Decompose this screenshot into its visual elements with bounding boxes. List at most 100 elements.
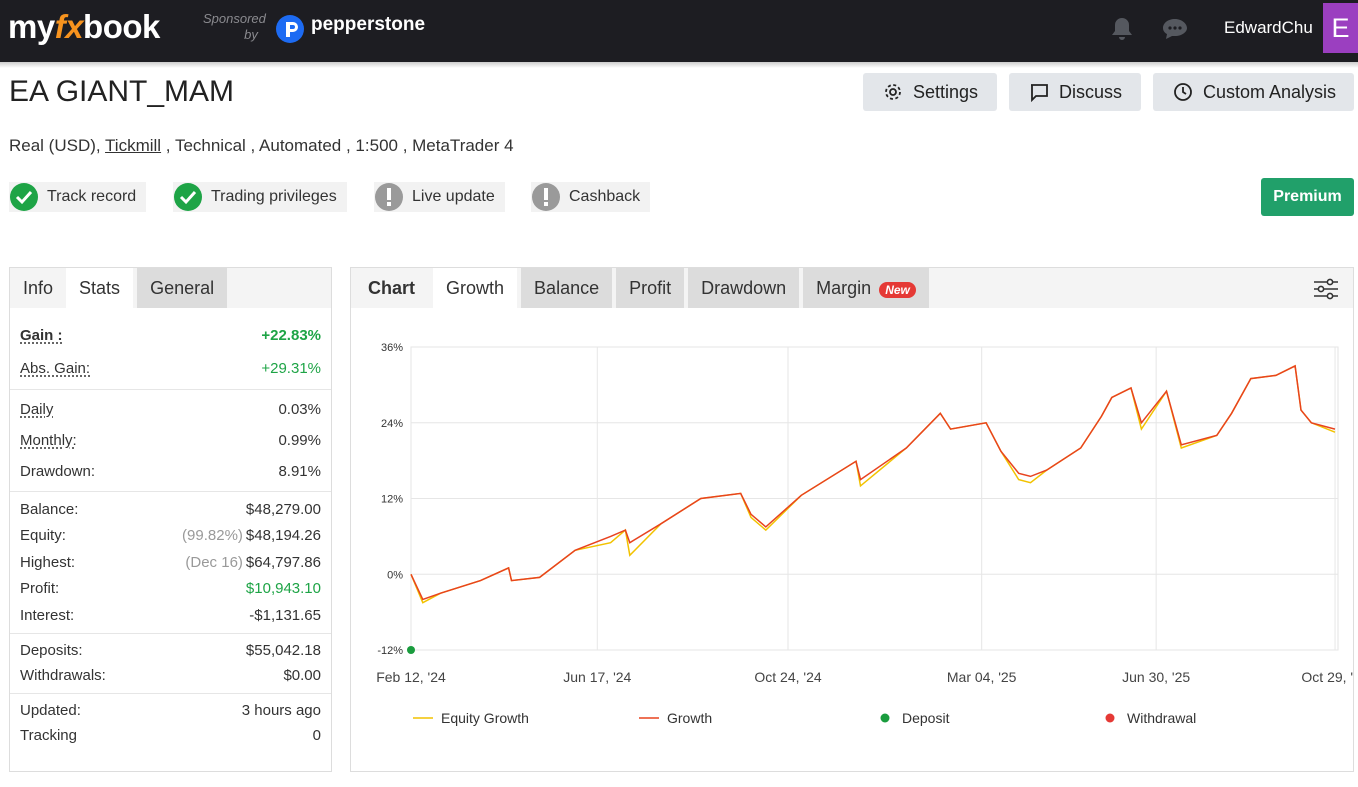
badge-label: Live update <box>412 188 495 205</box>
stats-group: Deposits: $55,042.18 Withdrawals: $0.00 <box>10 634 331 694</box>
stat-value-wrap: 0.99% <box>278 432 321 449</box>
stat-row: Balance: $48,279.00 <box>10 496 331 523</box>
detail-text: Real (USD), <box>9 136 106 155</box>
x-tick-label: Jun 30, '25 <box>1122 669 1190 685</box>
tab[interactable]: Margin New <box>803 268 929 308</box>
chart-settings-icon[interactable] <box>1313 278 1339 300</box>
status-badge: Track record <box>9 182 147 212</box>
logo-part: book <box>83 8 160 45</box>
stat-label: Equity: <box>20 527 66 545</box>
tab[interactable]: Info <box>23 278 54 298</box>
status-badge: Trading privileges <box>173 182 347 212</box>
status-badge: Cashback <box>531 182 651 212</box>
stat-row: Tracking 0 <box>10 723 331 749</box>
discuss-button[interactable]: Discuss <box>1009 73 1141 111</box>
stats-tabs: Info Stats General <box>10 268 331 308</box>
tab[interactable]: Balance <box>521 268 613 308</box>
stat-label: Balance: <box>20 500 79 518</box>
tab[interactable]: Stats <box>66 268 134 308</box>
stat-value: 0 <box>312 727 321 745</box>
stat-row: Monthly: 0.99% <box>10 425 331 456</box>
stats-group: Daily 0.03% Monthly: 0.99% Drawdown: 8.91% <box>10 390 331 492</box>
stat-row: Daily 0.03% <box>10 394 331 425</box>
username[interactable]: EdwardChu <box>1224 18 1313 37</box>
stat-label: Updated: <box>20 701 81 719</box>
stat-value: $0.00 <box>283 667 321 685</box>
settings-button[interactable]: Settings <box>863 73 997 111</box>
stat-value: 3 hours ago <box>241 701 321 719</box>
stat-value-wrap: -$1,131.65 <box>249 607 321 624</box>
tab-label: Margin <box>816 278 872 298</box>
stat-value-wrap: +22.83% <box>261 327 321 344</box>
legend-label: Deposit <box>902 710 950 726</box>
comment-icon <box>1031 84 1048 102</box>
stats-group: Updated: 3 hours ago Tracking 0 <box>10 694 331 753</box>
sponsored-text: Sponsored <box>203 11 266 26</box>
button-label: Settings <box>913 81 979 102</box>
stat-row: Abs. Gain: +29.31% <box>10 352 331 385</box>
tab[interactable]: Growth <box>433 268 518 308</box>
stat-label: Profit: <box>20 580 60 598</box>
badge-label: Trading privileges <box>211 188 337 205</box>
broker-link[interactable]: Tickmill <box>105 136 162 155</box>
tab[interactable]: Drawdown <box>688 268 800 308</box>
legend-swatch <box>880 713 890 723</box>
stat-row: Highest: (Dec 16) $64,797.86 <box>10 549 331 576</box>
stat-value-wrap: (99.82%) $48,194.26 <box>182 527 321 544</box>
y-tick-label: 0% <box>387 569 403 581</box>
premium-button[interactable]: Premium <box>1261 178 1354 216</box>
avatar[interactable]: E <box>1323 3 1358 53</box>
event-marker <box>407 646 415 654</box>
stat-value-wrap: $10,943.10 <box>246 580 321 597</box>
stat-note: (99.82%) <box>182 527 243 545</box>
stat-row: Profit: $10,943.10 <box>10 576 331 603</box>
chat-icon[interactable] <box>1162 17 1188 41</box>
stat-value: 0.03% <box>278 401 321 418</box>
stat-value: -$1,131.65 <box>249 606 321 624</box>
badge-label: Cashback <box>569 188 641 205</box>
stat-value: $64,797.86 <box>245 553 321 571</box>
stat-label: Drawdown: <box>20 463 96 480</box>
button-label: Custom Analysis <box>1203 81 1337 102</box>
stat-row: Updated: 3 hours ago <box>10 698 331 724</box>
top-bar: myfxbook Sponsored by pepperstone EdwardC… <box>0 0 1358 62</box>
stat-value-wrap: 8.91% <box>278 463 321 480</box>
gear-icon <box>885 84 901 100</box>
stat-value-wrap: (Dec 16) $64,797.86 <box>185 554 321 571</box>
new-badge: New <box>879 282 916 298</box>
chart-panel: Chart Growth Balance Profit Drawdown Mar… <box>350 267 1354 772</box>
warning-icon <box>375 183 403 211</box>
status-badge: Live update <box>374 182 505 212</box>
sponsored: Sponsored by <box>203 11 266 43</box>
analysis-button[interactable]: Custom Analysis <box>1153 73 1354 111</box>
legend-label: Withdrawal <box>1127 710 1196 726</box>
stat-row: Withdrawals: $0.00 <box>10 663 331 689</box>
x-tick-label: Jun 17, '24 <box>563 669 631 685</box>
tab[interactable]: General <box>137 268 228 308</box>
stat-label[interactable]: Monthly: <box>20 432 77 449</box>
stat-label[interactable]: Gain : <box>20 327 63 344</box>
stat-value-wrap: 3 hours ago <box>242 702 321 719</box>
header-shadow <box>0 62 1358 68</box>
sponsor-name[interactable]: pepperstone <box>311 14 426 35</box>
check-icon <box>10 183 38 211</box>
stat-value: $10,943.10 <box>245 580 321 598</box>
logo[interactable]: myfxbook <box>8 8 160 46</box>
bell-icon[interactable] <box>1110 16 1134 42</box>
warning-icon <box>532 183 560 211</box>
stat-label[interactable]: Abs. Gain: <box>20 360 91 377</box>
stat-label[interactable]: Daily <box>20 401 54 418</box>
chart-tabs: Chart Growth Balance Profit Drawdown Mar… <box>351 268 1353 308</box>
stat-label: Tracking <box>20 727 77 745</box>
tab[interactable]: Profit <box>616 268 685 308</box>
stat-label: Withdrawals: <box>20 667 106 685</box>
stat-value: 8.91% <box>278 463 321 480</box>
y-tick-label: 12% <box>381 494 403 506</box>
stat-label: Interest: <box>20 606 75 624</box>
stats-list: Gain : +22.83% Abs. Gain: +29.31% Daily 0.03%… <box>10 315 331 753</box>
stat-value-wrap: 0 <box>313 727 321 744</box>
legend-label: Equity Growth <box>441 710 529 726</box>
x-tick-label: Mar 04, '25 <box>947 669 1017 685</box>
stat-value: +22.83% <box>261 327 321 344</box>
logo-part: fx <box>54 8 84 45</box>
